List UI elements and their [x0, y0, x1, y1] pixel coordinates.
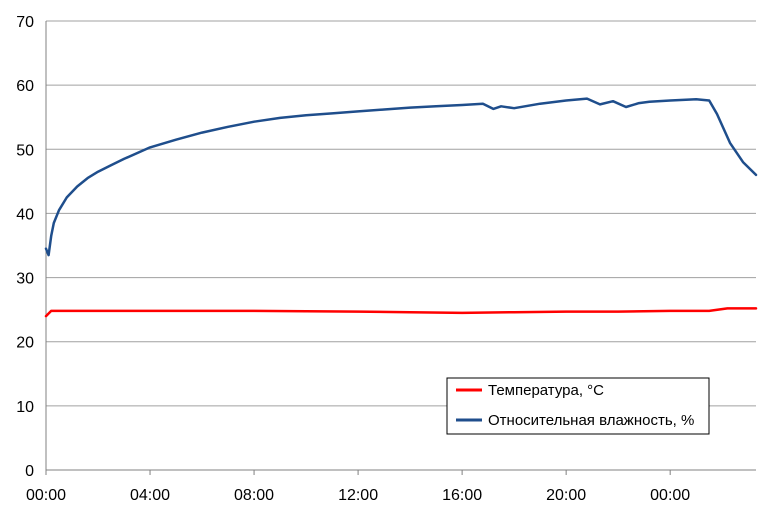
series-lines	[44, 97, 758, 318]
series-line-humidity	[44, 97, 758, 257]
x-tick-labels: 00:00 04:00 08:00 12:00 16:00 20:00 00:00	[26, 487, 690, 504]
y-tick-label: 60	[16, 78, 34, 95]
x-tick-label: 00:00	[26, 487, 66, 504]
grid-lines	[46, 20, 756, 407]
x-tick-label: 16:00	[442, 487, 482, 504]
axes	[45, 21, 756, 475]
x-tick-label: 04:00	[130, 487, 170, 504]
legend-label-humidity: Относительная влажность, %	[488, 412, 694, 429]
legend: Температура, °C Относительная влажность,…	[446, 377, 710, 435]
x-tick-label: 08:00	[234, 487, 274, 504]
series-line-temperature	[44, 307, 758, 318]
y-tick-label: 40	[16, 206, 34, 223]
y-tick-label: 30	[16, 271, 34, 288]
legend-box	[446, 377, 710, 435]
y-tick-label: 0	[25, 463, 34, 480]
y-tick-label: 10	[16, 399, 34, 416]
legend-label-temperature: Температура, °C	[488, 382, 604, 399]
y-tick-label: 70	[16, 14, 34, 31]
y-tick-label: 20	[16, 335, 34, 352]
x-tick-label: 20:00	[546, 487, 586, 504]
y-tick-label: 50	[16, 142, 34, 159]
x-tick-label: 00:00	[650, 487, 690, 504]
y-tick-labels: 0 10 20 30 40 50 60 70	[16, 14, 34, 480]
x-tick-label: 12:00	[338, 487, 378, 504]
